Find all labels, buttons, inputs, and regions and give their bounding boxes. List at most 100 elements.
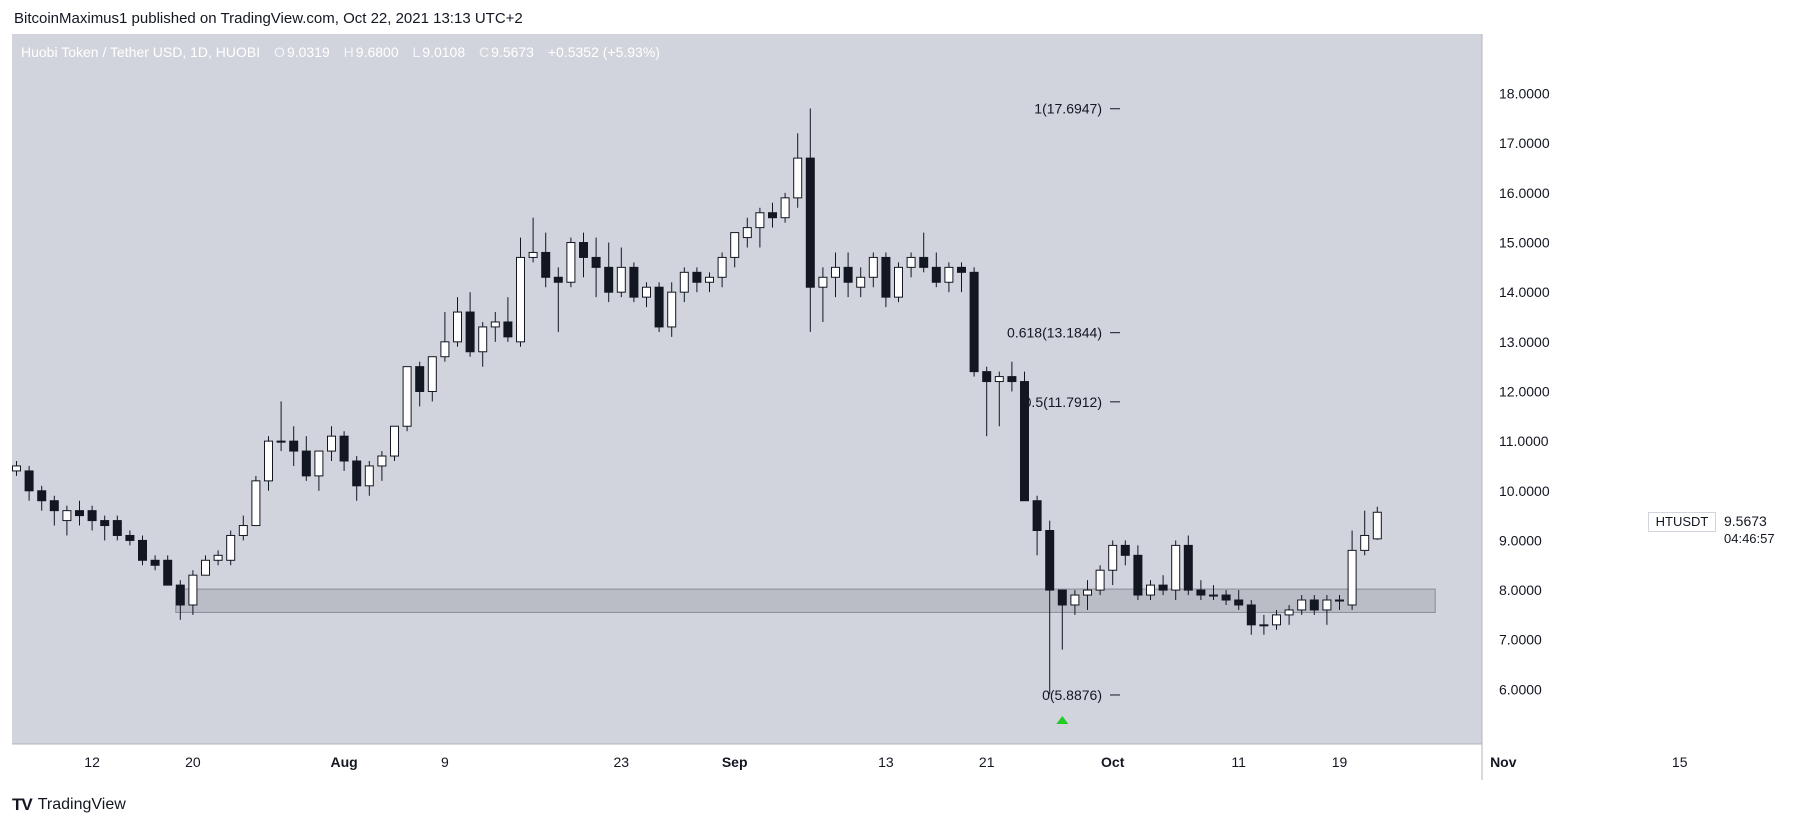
candle <box>1297 595 1307 615</box>
change-value: +0.5352 (+5.93%) <box>547 44 660 60</box>
candle-body <box>944 266 954 283</box>
x-tick-label: 11 <box>1231 754 1246 770</box>
candle <box>1120 540 1130 566</box>
candle-body <box>679 271 689 293</box>
x-tick-label: Oct <box>1101 754 1125 770</box>
candle <box>528 217 538 263</box>
candle-body <box>1032 500 1042 532</box>
candle <box>175 580 185 620</box>
x-tick-label: 21 <box>979 754 995 770</box>
candle-body <box>667 291 677 328</box>
candle-body <box>87 510 97 522</box>
candle-body <box>415 366 425 392</box>
candle-body <box>1246 604 1256 626</box>
candle <box>1309 595 1319 615</box>
candle <box>1007 361 1017 392</box>
candle <box>868 252 878 288</box>
candle-body <box>327 435 336 452</box>
last-price: 9.5673 <box>1724 513 1767 529</box>
candle-body <box>377 455 387 467</box>
candle <box>339 431 349 471</box>
candle <box>1234 590 1244 610</box>
candle-body <box>1108 544 1118 571</box>
candle <box>352 456 362 501</box>
candle-body <box>490 321 500 328</box>
candle <box>642 282 651 308</box>
candle-body <box>226 534 236 561</box>
candle <box>75 500 84 526</box>
candle <box>881 252 891 308</box>
symbol-label: HTUSDT <box>1648 512 1716 532</box>
candle-body <box>1045 530 1055 591</box>
last-price-tag: 9.5673 04:46:57 <box>1718 510 1794 550</box>
candle-body <box>894 266 903 298</box>
candle <box>1146 580 1155 601</box>
candle <box>87 505 97 531</box>
candle <box>490 312 500 342</box>
candle-body <box>138 539 147 561</box>
footer-brand[interactable]: TV TradingView <box>12 795 126 815</box>
candle-body <box>1322 599 1332 611</box>
candle <box>692 267 702 293</box>
candle-body <box>112 520 122 536</box>
fib-level-label: 0.618(13.1844) <box>1007 325 1102 341</box>
x-tick-label: 15 <box>1672 754 1688 770</box>
candle-body <box>616 266 626 293</box>
candle-body <box>364 465 374 487</box>
candle <box>37 485 47 511</box>
candle <box>1108 540 1118 586</box>
candle <box>768 202 777 228</box>
candle-body <box>742 227 752 239</box>
candle <box>667 282 677 337</box>
x-tick-label: 20 <box>185 754 201 770</box>
candle-body <box>717 256 727 278</box>
low-value: 9.0108 <box>422 44 466 60</box>
candle <box>717 252 727 288</box>
candle <box>1045 520 1055 695</box>
bullish-marker-icon <box>1056 716 1069 724</box>
candle-body <box>1133 554 1143 596</box>
candle-body <box>1146 584 1155 596</box>
candle <box>604 242 614 303</box>
candle <box>264 436 273 491</box>
price-axis <box>1482 34 1796 780</box>
y-tick-label: 13.0000 <box>1499 334 1550 350</box>
fib-level-label: 1(17.6947) <box>1034 101 1102 117</box>
candle <box>390 425 399 461</box>
candle-body <box>1095 569 1105 591</box>
candle <box>957 262 966 293</box>
candle-body <box>1057 589 1067 606</box>
candle <box>1259 614 1269 635</box>
candle <box>125 530 135 546</box>
candle <box>1372 506 1382 540</box>
candle-body <box>730 232 740 258</box>
candle-body <box>264 440 273 482</box>
y-tick-label: 8.0000 <box>1499 582 1542 598</box>
candle <box>516 237 525 347</box>
x-tick-label: Nov <box>1490 754 1517 770</box>
candle-body <box>553 276 563 283</box>
candle <box>503 297 513 342</box>
candle <box>894 262 903 303</box>
candle-body <box>604 266 614 293</box>
candle <box>969 267 979 377</box>
candle <box>616 247 626 298</box>
candle-body <box>125 534 135 541</box>
chart-container[interactable]: 1(17.6947) 0.618(13.1844) 0.5(11.7912) 0(5.… <box>12 34 1796 780</box>
open-value: 9.0319 <box>286 44 330 60</box>
tradingview-logo-icon: TV <box>12 795 33 814</box>
candle <box>327 426 336 461</box>
x-tick-label: 12 <box>84 754 100 770</box>
candle-body <box>1070 594 1080 606</box>
candle <box>301 436 311 481</box>
candle-body <box>528 251 538 258</box>
candle <box>62 505 72 536</box>
candle-body <box>238 525 248 536</box>
candle-body <box>49 500 59 512</box>
high-label: H <box>343 44 354 60</box>
candle <box>1133 545 1143 601</box>
candle-body <box>1020 381 1029 502</box>
candle <box>730 232 740 268</box>
candlestick-chart[interactable]: 1(17.6947) 0.618(13.1844) 0.5(11.7912) 0(5.… <box>12 34 1796 780</box>
candle <box>289 426 299 466</box>
